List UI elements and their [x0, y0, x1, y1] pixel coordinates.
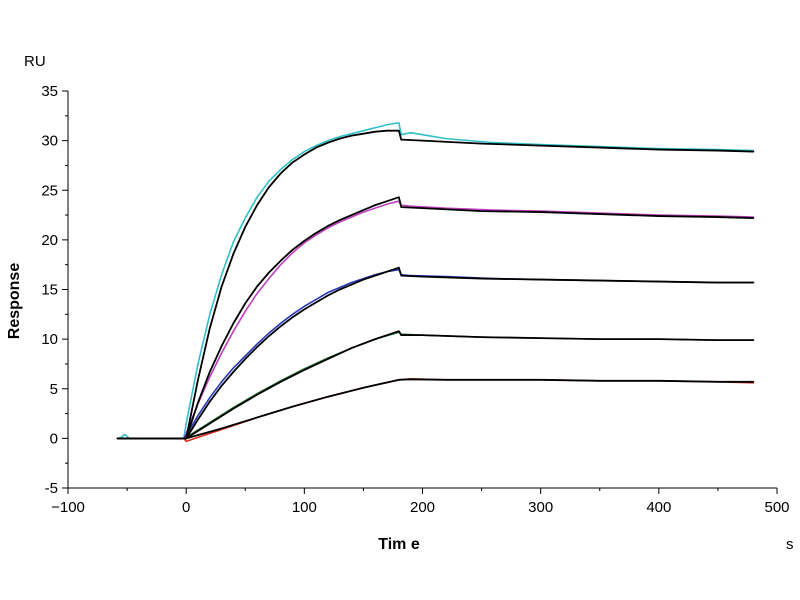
- y-tick-label: 25: [41, 182, 58, 199]
- x-tick-label: −100: [51, 499, 85, 516]
- response-curve-0: [116, 121, 755, 440]
- x-unit-label: s: [786, 536, 794, 553]
- y-axis-title: Response: [6, 263, 23, 340]
- x-tick-label: 200: [410, 499, 435, 516]
- x-tick-label: 300: [528, 499, 553, 516]
- fit-curve-5: [116, 129, 755, 440]
- y-tick-label: 0: [50, 430, 58, 447]
- response-curve-2: [116, 268, 755, 440]
- y-tick-label: 30: [41, 133, 58, 150]
- response-curve-4: [116, 378, 755, 443]
- fit-curve-9: [116, 378, 755, 440]
- x-tick-label: 400: [646, 499, 671, 516]
- x-tick-label: 500: [764, 499, 789, 516]
- y-tick-label: 5: [50, 381, 58, 398]
- x-tick-label: 100: [292, 499, 317, 516]
- fit-curve-7: [116, 266, 755, 440]
- response-curve-1: [116, 200, 755, 440]
- y-tick-label: 35: [41, 83, 58, 100]
- y-tick-label: 10: [41, 331, 58, 348]
- y-unit-label: RU: [24, 53, 46, 70]
- y-tick-label: 20: [41, 232, 58, 249]
- ticks-layer: -5 0 5 10 15 20 25 30 35 −100 0 100 200 300 400 500: [41, 83, 789, 516]
- fit-curve-8: [116, 330, 755, 440]
- y-tick-label: -5: [45, 480, 58, 497]
- x-tick-label: 0: [182, 499, 190, 516]
- x-axis-title: Tim e: [378, 536, 420, 553]
- fit-curve-6: [116, 196, 755, 440]
- y-tick-label: 15: [41, 282, 58, 299]
- series-layer: [116, 121, 755, 443]
